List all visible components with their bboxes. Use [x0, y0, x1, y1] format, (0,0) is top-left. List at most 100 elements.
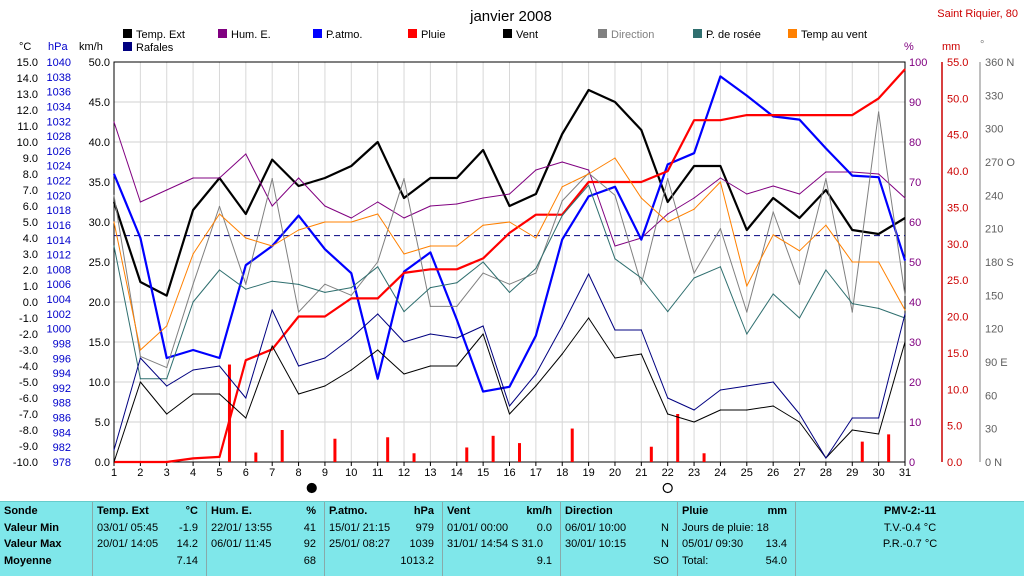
hum-tick-label: 90	[909, 97, 921, 109]
data-point	[719, 181, 722, 183]
data-point	[667, 311, 669, 313]
data-point	[719, 165, 722, 167]
data-point	[403, 217, 405, 219]
dir-tick-label: 180 S	[985, 257, 1014, 269]
x-tick-label: 9	[322, 467, 328, 479]
cell-value: 13.4	[765, 538, 787, 550]
legend: Temp. Ext Hum. E. P.atmo. Pluie Vent Directio…	[123, 29, 867, 54]
pmv-line: T.V.-0.4 °C	[883, 521, 937, 534]
cell-date: Total:	[682, 554, 709, 567]
data-point	[139, 357, 141, 359]
temp-tick-label: -6.0	[19, 393, 38, 405]
x-tick-label: 30	[873, 467, 885, 479]
data-point	[878, 97, 880, 99]
data-point	[456, 282, 458, 284]
data-point	[482, 325, 484, 327]
data-point	[324, 221, 326, 223]
data-point	[904, 259, 906, 261]
press-col: P.atmo. hPa 15/01/ 21:15 979 25/01/ 08:27 1…	[324, 502, 442, 576]
data-point	[192, 301, 194, 303]
data-point	[456, 305, 458, 308]
data-point	[429, 333, 431, 335]
data-point	[192, 369, 194, 371]
data-point	[166, 366, 168, 369]
data-point	[614, 101, 616, 103]
row-label: Moyenne	[4, 554, 52, 567]
data-point	[192, 349, 194, 351]
cell-date: 06/01/ 11:45	[211, 538, 272, 550]
data-point	[825, 147, 827, 149]
data-point	[166, 189, 168, 191]
cell-value: 41	[303, 521, 316, 534]
rain-bar	[386, 437, 390, 462]
dir-tick-label: 270 O	[985, 157, 1015, 169]
data-point	[746, 333, 748, 335]
rain-tick-label: 40.0	[947, 166, 968, 178]
data-point	[482, 257, 484, 259]
x-tick-label: 1	[111, 467, 117, 479]
rain-bar	[518, 443, 521, 462]
data-point	[482, 272, 484, 274]
unit-temp: °C	[19, 41, 31, 53]
data-point	[693, 421, 695, 423]
press-tick-label: 982	[53, 442, 71, 454]
unit-press: hPa	[48, 41, 68, 53]
data-point	[878, 233, 880, 235]
data-point	[746, 95, 748, 97]
data-point	[719, 119, 722, 121]
data-point	[271, 280, 273, 282]
hum-col: Hum. E.% 22/01/ 13:55 41 06/01/ 11:45 92 6…	[206, 502, 324, 576]
dir-tick-label: 30	[985, 424, 997, 436]
press-tick-label: 1032	[47, 116, 71, 128]
data-point	[113, 245, 115, 247]
data-point	[377, 297, 379, 299]
data-point	[456, 203, 458, 205]
x-tick-label: 23	[688, 467, 700, 479]
press-tick-label: 992	[53, 383, 71, 395]
data-point	[113, 449, 115, 451]
data-point	[113, 221, 115, 223]
wind-tick-label: 15.0	[89, 337, 110, 349]
press-tick-label: 1012	[47, 250, 71, 262]
rain-bar	[860, 441, 864, 462]
data-point	[772, 197, 774, 199]
cell-value: 1013.2	[400, 554, 434, 567]
rain-bar	[702, 453, 706, 462]
series-layer	[112, 68, 907, 494]
temp-tick-label: 2.0	[23, 265, 38, 277]
data-point	[667, 413, 669, 415]
data-point	[456, 177, 458, 179]
hum-tick-label: 60	[909, 217, 921, 229]
data-point	[377, 313, 379, 315]
press-tick-label: 1000	[47, 324, 71, 336]
data-point	[719, 266, 722, 268]
dir-tick-label: 360 N	[985, 57, 1014, 69]
data-point	[429, 177, 431, 179]
cell-date: 22/01/ 13:55	[211, 521, 273, 534]
data-point	[693, 152, 695, 154]
data-point	[588, 273, 590, 275]
wind-tick-label: 45.0	[89, 97, 110, 109]
data-point	[588, 169, 590, 171]
data-point	[113, 461, 115, 463]
data-point	[218, 213, 221, 215]
data-point	[772, 234, 774, 236]
data-point	[825, 189, 827, 191]
cell-value: 68	[303, 554, 316, 567]
legend-label: Vent	[516, 29, 538, 41]
data-point	[746, 285, 748, 287]
legend-label: P.atmo.	[326, 29, 363, 41]
press-tick-label: 1008	[47, 264, 71, 276]
data-point	[429, 268, 431, 270]
data-point	[324, 177, 326, 179]
data-point	[482, 333, 484, 335]
x-tick-label: 3	[164, 467, 170, 479]
press-tick-label: 1040	[47, 57, 71, 69]
data-point	[667, 213, 669, 215]
data-point	[904, 309, 906, 311]
x-tick-label: 19	[582, 467, 594, 479]
data-point	[245, 237, 247, 239]
data-point	[614, 157, 616, 159]
x-tick-label: 7	[269, 467, 275, 479]
data-point	[245, 153, 247, 155]
